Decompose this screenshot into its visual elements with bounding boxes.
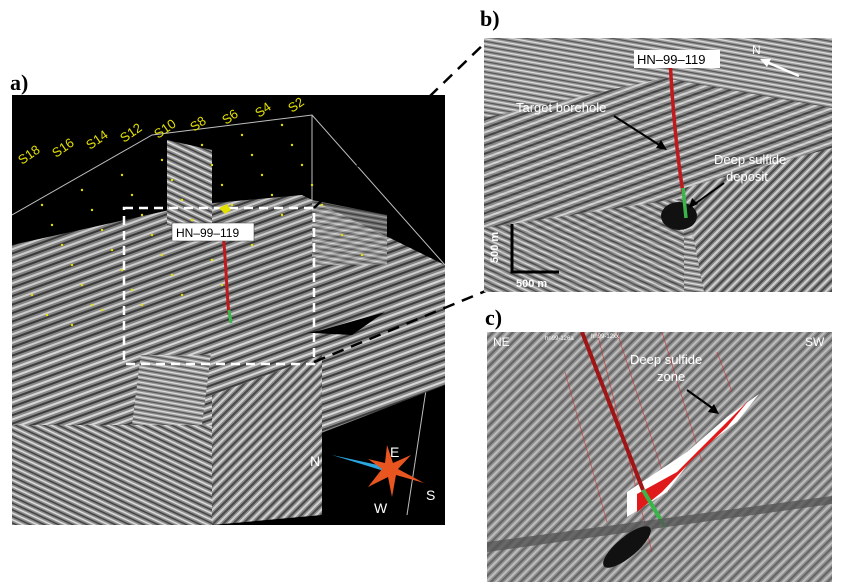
target-arrow <box>613 115 665 149</box>
scale-vertical-label: 500 m <box>489 232 501 263</box>
panel-b-zoom-view: HN–99–119 Target borehole Deep sulfide d… <box>484 38 832 292</box>
compass-rose: N E S W <box>310 444 435 516</box>
compass-e: E <box>390 444 399 460</box>
borehole-label-a: HN–99–119 <box>176 226 239 240</box>
sw-label: SW <box>805 335 825 349</box>
zone-label-line1: Deep sulfide <box>630 352 702 367</box>
scale-bar <box>510 224 559 274</box>
survey-dots <box>30 123 364 327</box>
panel-a-3d-view: S2 S4 S6 S8 S10 S12 S14 S16 S18 HN–99–11… <box>12 95 445 525</box>
hole-label-1: hn99-126a <box>545 336 574 342</box>
compass-w: W <box>374 500 388 516</box>
borehole-label-b: HN–99–119 <box>637 52 705 67</box>
zone-label-line2: zone <box>657 369 685 384</box>
scale-horizontal-label: 500 m <box>516 278 547 290</box>
compass-n: N <box>310 453 320 469</box>
panel-c-section-view: NE SW hn99-126a hn99-12xx Deep sulfide z… <box>487 332 832 582</box>
target-borehole-label: Target borehole <box>516 100 606 115</box>
north-label-b: N <box>752 43 761 57</box>
deposit-label-line1: Deep sulfide <box>714 152 786 167</box>
deposit-label-line2: deposit <box>726 169 768 184</box>
borehole-path-b <box>668 57 685 194</box>
panel-label-a: a) <box>10 70 29 95</box>
survey-label-s4: S4 <box>252 99 274 120</box>
borehole-path-c <box>580 332 645 491</box>
panel-label-b: b) <box>480 6 500 31</box>
deposit-segment-b <box>681 187 688 219</box>
deposit-segment <box>227 309 233 324</box>
hole-label-2: hn99-12xx <box>591 334 619 340</box>
zone-arrow <box>686 389 716 411</box>
sulfide-zone-shape <box>637 400 749 512</box>
ne-label: NE <box>493 335 510 349</box>
survey-label-s6: S6 <box>219 106 241 127</box>
survey-label-s8: S8 <box>187 113 209 134</box>
compass-s: S <box>426 487 435 503</box>
panel-label-c: c) <box>485 305 503 330</box>
